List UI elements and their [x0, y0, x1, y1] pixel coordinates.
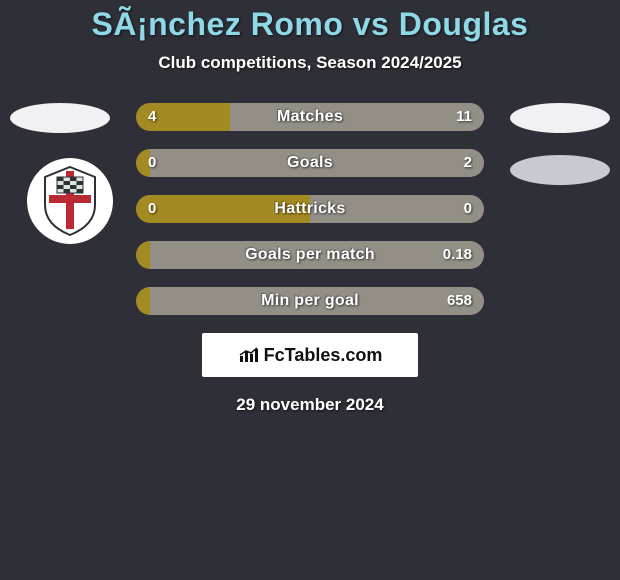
stat-row: Goals per match0.18	[136, 241, 484, 269]
brand-suffix: Tables.com	[285, 345, 383, 365]
stat-label: Goals	[136, 149, 484, 177]
stat-label: Hattricks	[136, 195, 484, 223]
date-text: 29 november 2024	[0, 395, 620, 415]
stat-row: Min per goal658	[136, 287, 484, 315]
club-crest-icon	[39, 165, 101, 237]
stat-value-left: 0	[148, 195, 156, 223]
page-title: SÃ¡nchez Romo vs Douglas	[0, 0, 620, 43]
club-badge-left	[27, 158, 113, 244]
stat-label: Min per goal	[136, 287, 484, 315]
footer-logo: FcTables.com	[202, 333, 418, 377]
stat-value-left: 4	[148, 103, 156, 131]
brand-prefix: Fc	[264, 345, 285, 365]
stat-value-right: 658	[447, 287, 472, 315]
stat-row: Matches4 11	[136, 103, 484, 131]
content-area: Matches411Goals02Hattricks00Goals per ma…	[0, 103, 620, 415]
stat-value-right: 11	[456, 103, 472, 131]
comparison-infographic: SÃ¡nchez Romo vs Douglas Club competitio…	[0, 0, 620, 580]
stat-value-right: 0.18	[443, 241, 472, 269]
stat-value-left: 0	[148, 149, 156, 177]
stat-row: Hattricks0 0	[136, 195, 484, 223]
comparison-bars: Matches411Goals02Hattricks00Goals per ma…	[136, 103, 484, 315]
flag-right-top	[510, 103, 610, 133]
stat-value-right: 0	[464, 195, 472, 223]
bar-chart-icon	[238, 346, 260, 364]
subtitle: Club competitions, Season 2024/2025	[0, 53, 620, 73]
footer-logo-text: FcTables.com	[238, 345, 383, 366]
flag-left	[10, 103, 110, 133]
flag-right-bottom	[510, 155, 610, 185]
stat-value-right: 2	[464, 149, 472, 177]
stat-label: Matches	[136, 103, 484, 131]
stat-label: Goals per match	[136, 241, 484, 269]
stat-row: Goals0 2	[136, 149, 484, 177]
